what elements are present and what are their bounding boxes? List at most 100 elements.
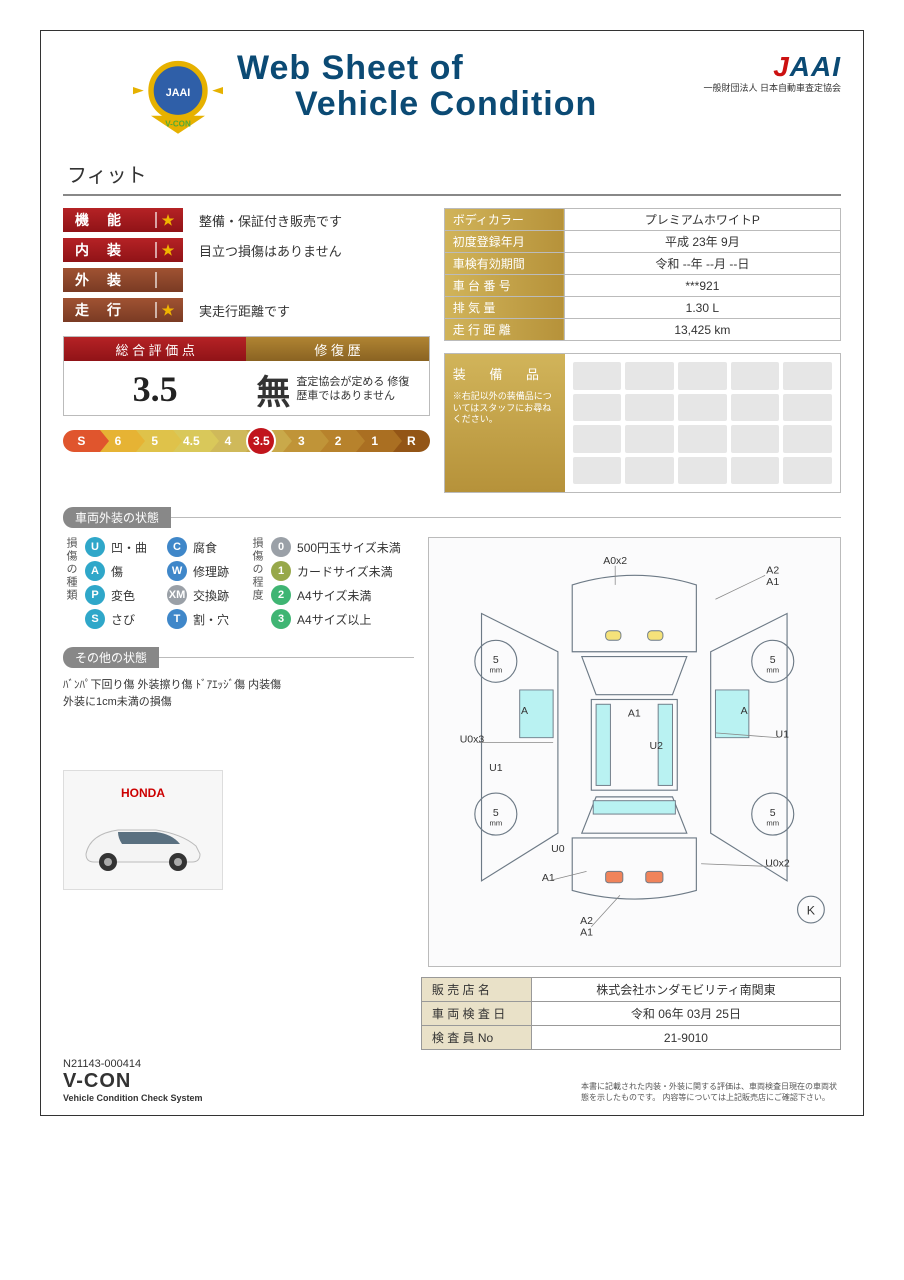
rating-chip: 走行 ★ (63, 298, 183, 322)
equipment-box: 装 備 品 ※右記以外の装備品についてはスタッフにお尋ねください。 (444, 353, 841, 493)
section-bar-exterior: 車両外装の状態 (63, 507, 841, 527)
footer-value: 株式会社ホンダモビリティ南関東 (531, 978, 840, 1002)
rating-label: 外装 (75, 270, 139, 290)
spec-label: 初度登録年月 (444, 231, 564, 253)
spec-row: 車検有効期間令和 --年 --月 --日 (444, 253, 840, 275)
scale-bg: S654.543.5321R (63, 430, 430, 452)
section-line (171, 517, 841, 518)
svg-text:U1: U1 (490, 762, 504, 774)
equipment-cell (783, 394, 832, 422)
mid-left: 損傷の種類 U凹・曲A傷P変色Sさび C腐食W修理跡XM交換跡T割・穴 損傷の程… (63, 537, 414, 967)
spec-row: 排 気 量1.30 L (444, 297, 840, 319)
svg-text:5: 5 (770, 654, 776, 666)
svg-text:5: 5 (493, 654, 499, 666)
rating-row: 走行 ★ 実走行距離です (63, 298, 430, 322)
spec-value: ***921 (564, 275, 840, 297)
spec-value: 平成 23年 9月 (564, 231, 840, 253)
jaai-logo: JAAI (671, 51, 841, 83)
spec-label: 排 気 量 (444, 297, 564, 319)
svg-text:U0x3: U0x3 (460, 733, 485, 745)
svg-text:mm: mm (490, 666, 503, 675)
svg-text:5: 5 (493, 807, 499, 819)
footer-label: 販 売 店 名 (421, 978, 531, 1002)
legend-label: 傷 (111, 563, 123, 580)
svg-text:A1: A1 (581, 926, 594, 938)
car-photo-brand: HONDA (121, 786, 165, 800)
jaai-block: JAAI 一般財団法人 日本自動車査定協会 (671, 51, 841, 94)
equipment-cell (625, 394, 674, 422)
vcon-badge-icon: JAAI V-CON (133, 51, 223, 141)
footer-label: 検 査 員 No (421, 1026, 531, 1050)
legend-label: 凹・曲 (111, 539, 147, 556)
legend-code-icon: T (167, 609, 187, 629)
chip-divider (155, 212, 157, 228)
header: JAAI V-CON Web Sheet of Vehicle Conditio… (63, 51, 841, 141)
chip-divider (155, 302, 157, 318)
legend-item: C腐食 (167, 537, 229, 557)
svg-text:A: A (521, 705, 528, 717)
footer-value: 21-9010 (531, 1026, 840, 1050)
rating-label: 走行 (75, 300, 139, 320)
section-title-exterior: 車両外装の状態 (63, 507, 171, 528)
star-icon: ★ (159, 212, 177, 229)
svg-text:A1: A1 (542, 872, 555, 884)
car-name: フィット (67, 165, 147, 187)
legend-code-icon: A (85, 561, 105, 581)
equipment-cell (783, 362, 832, 390)
rating-label: 機能 (75, 210, 139, 230)
damage-diagram: KA0x2A2A15mm5mmAA1AU1U0x3U2U15mm5mmU0A1U… (428, 537, 841, 967)
equipment-cell (783, 457, 832, 485)
svg-text:V-CON: V-CON (165, 120, 191, 129)
legend-item: W修理跡 (167, 561, 229, 581)
svg-text:mm: mm (767, 819, 780, 828)
equipment-cell (573, 425, 622, 453)
legend-item: A傷 (85, 561, 147, 581)
rating-chip: 内装 ★ (63, 238, 183, 262)
rating-chip: 機能 ★ (63, 208, 183, 232)
equipment-cell (678, 362, 727, 390)
title-line-1: Web Sheet of (237, 51, 671, 85)
rating-row: 機能 ★ 整備・保証付き販売です (63, 208, 430, 232)
legend-label: 修理跡 (193, 563, 229, 580)
equipment-cell (573, 457, 622, 485)
rating-row: 外装 (63, 268, 430, 292)
document-number: N21143-000414 (63, 1058, 203, 1070)
star-icon: ★ (159, 302, 177, 319)
star-icon: ★ (159, 242, 177, 259)
legend-item: U 凹・曲 (85, 537, 147, 557)
legend-label: 変色 (111, 587, 135, 604)
spec-label: ボディカラー (444, 209, 564, 231)
legend-code-icon: U (85, 537, 105, 557)
legend-col-types: 損傷の種類 U凹・曲A傷P変色Sさび (63, 537, 147, 629)
scale-step: S (63, 430, 100, 452)
legend-item: T割・穴 (167, 609, 229, 629)
legend-label: 交換跡 (193, 587, 229, 604)
svg-text:A2: A2 (581, 915, 594, 927)
equipment-label-panel: 装 備 品 ※右記以外の装備品についてはスタッフにお尋ねください。 (445, 354, 565, 492)
equipment-cell (678, 425, 727, 453)
spec-label: 車検有効期間 (444, 253, 564, 275)
legend-label: 腐食 (193, 539, 217, 556)
score-head-right: 修 復 歴 (246, 337, 428, 361)
legend-label: A4サイズ未満 (297, 587, 371, 604)
jaai-subtitle: 一般財団法人 日本自動車査定協会 (671, 81, 841, 94)
legend-label: カードサイズ未満 (297, 563, 393, 580)
legend-rows-types: U凹・曲A傷P変色Sさび (85, 537, 147, 629)
rating-row: 内装 ★ 目立つ損傷はありません (63, 238, 430, 262)
car-illustration-icon (78, 804, 208, 874)
other-condition-text: ﾊﾞﾝﾊﾟ下回り傷 外装擦り傷 ﾄﾞｱｴｯｼﾞ傷 内装傷 外装に1cm未満の損傷 (63, 677, 414, 710)
spec-row: ボディカラープレミアムホワイトP (444, 209, 840, 231)
footer-table: 販 売 店 名株式会社ホンダモビリティ南関東車 両 検 査 日令和 06年 03… (421, 977, 841, 1050)
legend-col-degree: 損傷の程度 0500円玉サイズ未満1カードサイズ未満2A4サイズ未満3A4サイズ… (249, 537, 401, 629)
svg-text:A0x2: A0x2 (604, 555, 628, 567)
vcon-logo-text: V-CON (63, 1070, 203, 1093)
repair-history-desc: 査定協会が定める 修復歴車ではありません (296, 375, 418, 404)
spec-value: 1.30 L (564, 297, 840, 319)
section-line (159, 657, 414, 658)
equipment-cell (625, 362, 674, 390)
svg-text:U1: U1 (776, 729, 790, 741)
svg-text:U0x2: U0x2 (766, 858, 791, 870)
spec-row: 走 行 距 離13,425 km (444, 319, 840, 341)
score-head-left: 総 合 評 価 点 (64, 337, 246, 361)
equipment-note: ※右記以外の装備品についてはスタッフにお尋ねください。 (453, 391, 557, 426)
